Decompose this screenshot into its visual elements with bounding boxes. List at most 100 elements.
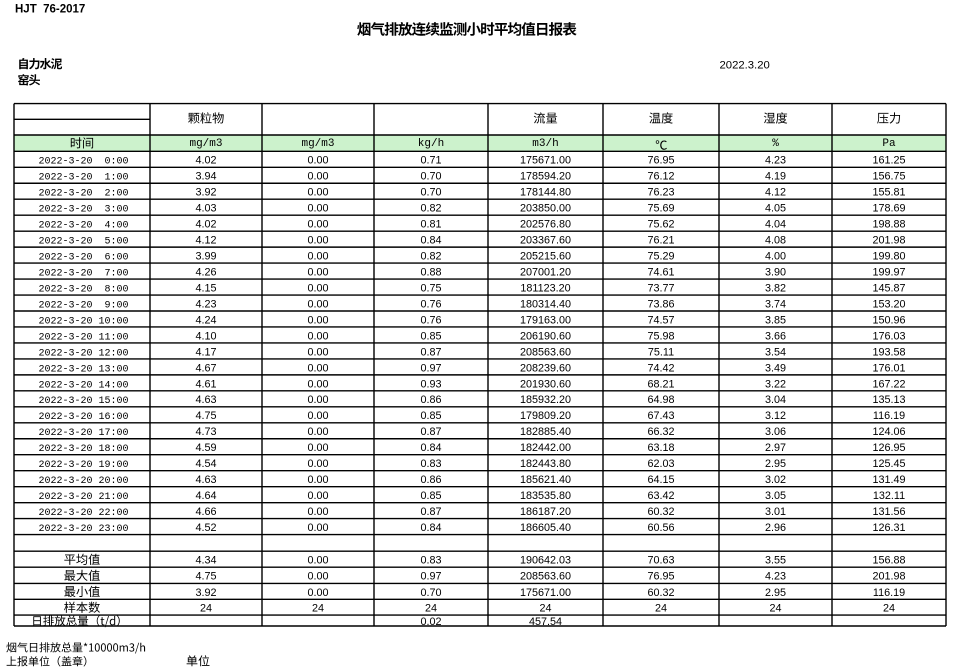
svg-text:0.00: 0.00 — [307, 458, 328, 470]
svg-text:178144.80: 178144.80 — [520, 187, 571, 199]
svg-text:66.32: 66.32 — [647, 426, 674, 438]
svg-text:4.02: 4.02 — [195, 155, 216, 167]
svg-text:3.22: 3.22 — [765, 378, 786, 390]
svg-text:%: % — [772, 138, 779, 150]
svg-text:2022-3-20 22:00: 2022-3-20 22:00 — [38, 508, 128, 519]
svg-text:132.11: 132.11 — [873, 490, 905, 502]
svg-text:2022-3-20 9:00: 2022-3-20 9:00 — [38, 300, 128, 311]
svg-text:0.00: 0.00 — [307, 155, 328, 167]
svg-text:4.59: 4.59 — [195, 442, 216, 454]
svg-text:201.98: 201.98 — [872, 571, 905, 583]
svg-text:0.83: 0.83 — [420, 555, 441, 567]
svg-text:75.29: 75.29 — [647, 251, 674, 263]
svg-text:2022-3-20 8:00: 2022-3-20 8:00 — [38, 284, 128, 295]
svg-text:203367.60: 203367.60 — [520, 235, 571, 247]
svg-text:0.84: 0.84 — [420, 522, 441, 534]
svg-text:182442.00: 182442.00 — [520, 442, 571, 454]
svg-text:2022-3-20 7:00: 2022-3-20 7:00 — [38, 268, 128, 279]
svg-text:0.00: 0.00 — [307, 251, 328, 263]
svg-text:4.75: 4.75 — [195, 410, 216, 422]
svg-text:4.73: 4.73 — [195, 426, 216, 438]
svg-text:2022-3-20 11:00: 2022-3-20 11:00 — [38, 332, 128, 343]
svg-text:0.00: 0.00 — [307, 219, 328, 231]
svg-text:67.43: 67.43 — [647, 410, 674, 422]
svg-text:62.03: 62.03 — [647, 458, 674, 470]
svg-text:4.12: 4.12 — [765, 187, 786, 199]
svg-text:0.00: 0.00 — [307, 282, 328, 294]
svg-text:0.86: 0.86 — [420, 394, 441, 406]
svg-text:0.76: 0.76 — [420, 298, 441, 310]
svg-text:0.00: 0.00 — [307, 346, 328, 358]
svg-text:4.19: 4.19 — [765, 171, 786, 183]
svg-text:2022-3-20 18:00: 2022-3-20 18:00 — [38, 444, 128, 455]
svg-text:131.56: 131.56 — [872, 506, 905, 518]
svg-text:457.54: 457.54 — [529, 616, 562, 628]
svg-text:207001.20: 207001.20 — [520, 266, 571, 278]
svg-text:0.87: 0.87 — [420, 426, 441, 438]
svg-text:208563.60: 208563.60 — [520, 346, 571, 358]
svg-text:3.02: 3.02 — [765, 474, 786, 486]
svg-text:156.88: 156.88 — [872, 555, 905, 567]
svg-text:131.49: 131.49 — [872, 474, 905, 486]
svg-text:4.67: 4.67 — [195, 362, 216, 374]
svg-text:2.97: 2.97 — [765, 442, 786, 454]
svg-text:2022-3-20 17:00: 2022-3-20 17:00 — [38, 428, 128, 439]
svg-text:4.66: 4.66 — [195, 506, 216, 518]
svg-text:73.77: 73.77 — [647, 282, 674, 294]
svg-text:0.70: 0.70 — [420, 171, 441, 183]
svg-text:3.82: 3.82 — [765, 282, 786, 294]
svg-text:75.11: 75.11 — [648, 346, 674, 358]
svg-text:3.12: 3.12 — [765, 410, 786, 422]
svg-text:0.97: 0.97 — [420, 362, 441, 374]
svg-text:124.06: 124.06 — [872, 426, 905, 438]
svg-text:0.87: 0.87 — [420, 346, 441, 358]
svg-text:0.76: 0.76 — [420, 314, 441, 326]
svg-text:0.00: 0.00 — [307, 378, 328, 390]
svg-text:68.21: 68.21 — [647, 378, 674, 390]
svg-text:3.92: 3.92 — [195, 187, 216, 199]
svg-text:4.23: 4.23 — [765, 155, 786, 167]
svg-text:3.05: 3.05 — [765, 490, 786, 502]
svg-text:179809.20: 179809.20 — [520, 410, 571, 422]
svg-text:0.00: 0.00 — [307, 587, 328, 599]
svg-text:60.32: 60.32 — [647, 587, 674, 599]
svg-text:0.00: 0.00 — [307, 522, 328, 534]
svg-text:2022-3-20 23:00: 2022-3-20 23:00 — [38, 524, 128, 535]
svg-text:0.00: 0.00 — [307, 442, 328, 454]
svg-text:24: 24 — [769, 603, 781, 615]
svg-text:76.23: 76.23 — [647, 187, 674, 199]
svg-text:0.84: 0.84 — [420, 235, 441, 247]
svg-text:63.18: 63.18 — [647, 442, 674, 454]
svg-text:0.00: 0.00 — [307, 394, 328, 406]
svg-text:198.88: 198.88 — [872, 219, 905, 231]
svg-text:4.54: 4.54 — [195, 458, 216, 470]
svg-text:0.88: 0.88 — [420, 266, 441, 278]
svg-text:4.61: 4.61 — [195, 378, 216, 390]
svg-text:24: 24 — [883, 603, 895, 615]
svg-text:203850.00: 203850.00 — [520, 203, 571, 215]
svg-text:4.00: 4.00 — [765, 251, 786, 263]
svg-text:kg/h: kg/h — [418, 138, 444, 150]
svg-text:0.00: 0.00 — [307, 362, 328, 374]
svg-text:75.98: 75.98 — [647, 330, 674, 342]
svg-text:4.17: 4.17 — [195, 346, 216, 358]
svg-text:0.00: 0.00 — [307, 171, 328, 183]
svg-text:3.94: 3.94 — [195, 171, 216, 183]
svg-text:4.02: 4.02 — [195, 219, 216, 231]
svg-text:4.24: 4.24 — [195, 314, 216, 326]
svg-text:0.85: 0.85 — [420, 330, 441, 342]
svg-text:HJT 76-2017: HJT 76-2017 — [15, 3, 85, 15]
svg-text:167.22: 167.22 — [872, 378, 905, 390]
svg-text:4.05: 4.05 — [765, 203, 786, 215]
svg-text:4.10: 4.10 — [195, 330, 216, 342]
svg-text:74.61: 74.61 — [647, 266, 674, 278]
svg-text:206190.60: 206190.60 — [520, 330, 571, 342]
svg-text:4.34: 4.34 — [195, 555, 216, 567]
svg-text:179163.00: 179163.00 — [520, 314, 571, 326]
svg-text:0.00: 0.00 — [307, 330, 328, 342]
svg-text:180314.40: 180314.40 — [520, 298, 571, 310]
svg-text:0.70: 0.70 — [420, 587, 441, 599]
svg-text:176.03: 176.03 — [872, 330, 905, 342]
svg-text:186605.40: 186605.40 — [520, 522, 571, 534]
svg-text:0.00: 0.00 — [307, 410, 328, 422]
